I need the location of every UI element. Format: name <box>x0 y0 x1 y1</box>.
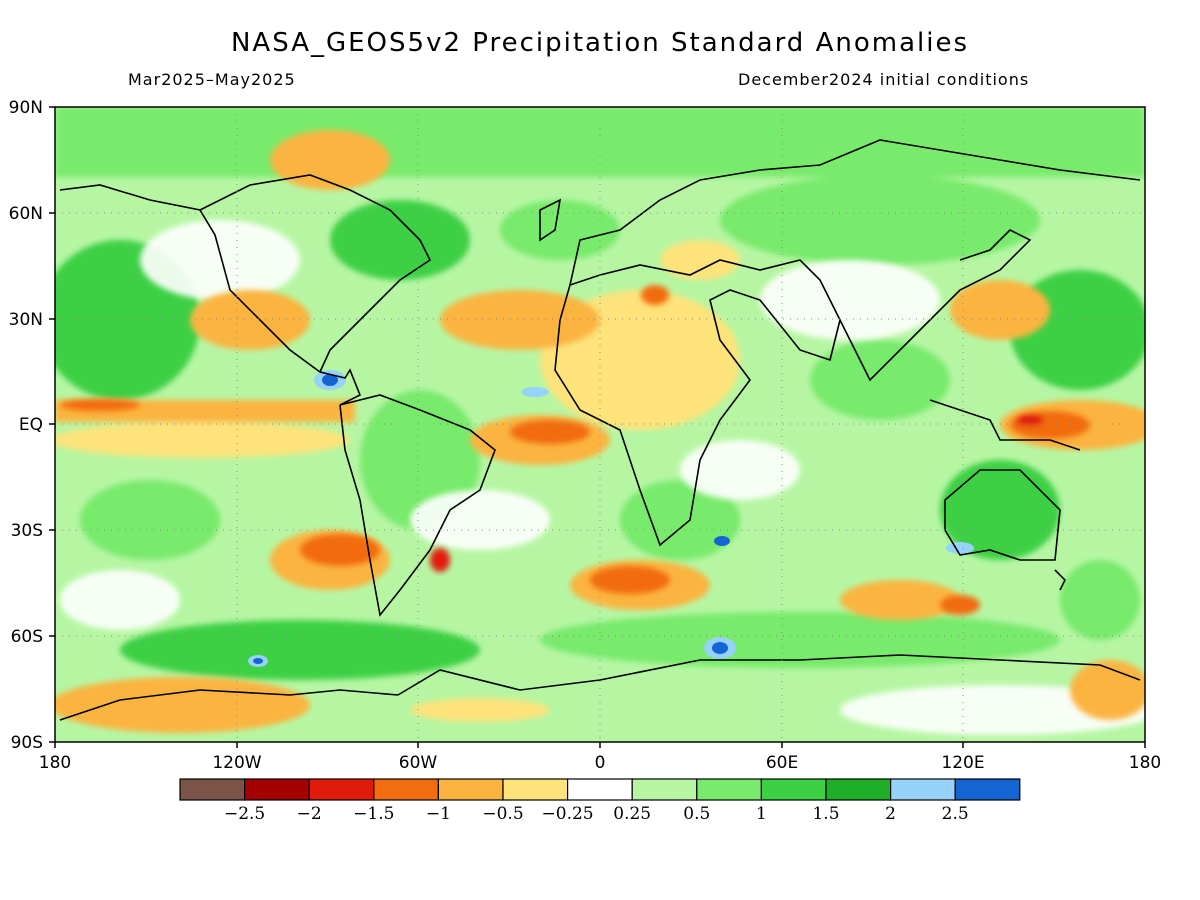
colorbar-label: −1.5 <box>353 804 394 824</box>
colorbar-label: 2.5 <box>942 804 969 824</box>
colorbar-swatch <box>889 778 956 801</box>
lat-label-30s: 30S <box>11 521 43 541</box>
forecast-period: Mar2025–May2025 <box>128 70 296 89</box>
colorbar-label: 1 <box>756 804 767 824</box>
initial-conditions: December2024 initial conditions <box>738 70 1030 89</box>
lon-label-60w: 60W <box>399 753 438 773</box>
colorbar-swatch <box>631 778 698 801</box>
grid-lines <box>55 107 1145 742</box>
colorbar-swatch <box>825 778 892 801</box>
colorbar-swatch <box>566 778 633 801</box>
lon-label-180e: 180 <box>1129 753 1161 773</box>
colorbar-swatch <box>373 778 439 801</box>
colorbar-swatch <box>179 778 246 801</box>
lat-label-60s: 60S <box>11 627 43 647</box>
colorbar-label: −0.25 <box>542 804 594 824</box>
colorbar-label: 2 <box>885 804 896 824</box>
colorbar-label: −2 <box>297 804 322 824</box>
colorbar-labels: −2.5 −2 −1.5 −1 −0.5 −0.25 0.25 0.5 1 1.5 2 2.5 <box>224 804 969 824</box>
colorbar-label: −1 <box>426 804 451 824</box>
colorbar-swatch <box>244 778 310 801</box>
lon-label-120w: 120W <box>212 753 261 773</box>
lat-label-90n: 90N <box>9 98 43 118</box>
colorbar-swatch <box>308 778 375 801</box>
lon-label-0: 0 <box>595 753 606 773</box>
lon-label-180w: 180 <box>39 753 71 773</box>
map-title: NASA_GEOS5v2 Precipitation Standard Anom… <box>230 28 970 58</box>
lon-label-120e: 120E <box>941 753 984 773</box>
lat-label-60n: 60N <box>9 204 43 224</box>
colorbar-swatch <box>696 778 762 801</box>
colorbar-label: 1.5 <box>812 804 839 824</box>
colorbar-label: 0.5 <box>683 804 710 824</box>
colorbar <box>179 778 1021 801</box>
colorbar-swatch <box>437 778 504 801</box>
lat-label-eq: EQ <box>19 415 43 435</box>
lon-label-60e: 60E <box>766 753 798 773</box>
colorbar-swatch <box>760 778 827 801</box>
colorbar-label: −2.5 <box>224 804 265 824</box>
colorbar-label: −0.5 <box>482 804 523 824</box>
colorbar-swatch <box>502 778 569 801</box>
colorbar-swatch <box>954 778 1021 801</box>
lat-label-90s: 90S <box>11 733 43 753</box>
lat-label-30n: 30N <box>9 310 43 330</box>
colorbar-label: 0.25 <box>613 804 651 824</box>
